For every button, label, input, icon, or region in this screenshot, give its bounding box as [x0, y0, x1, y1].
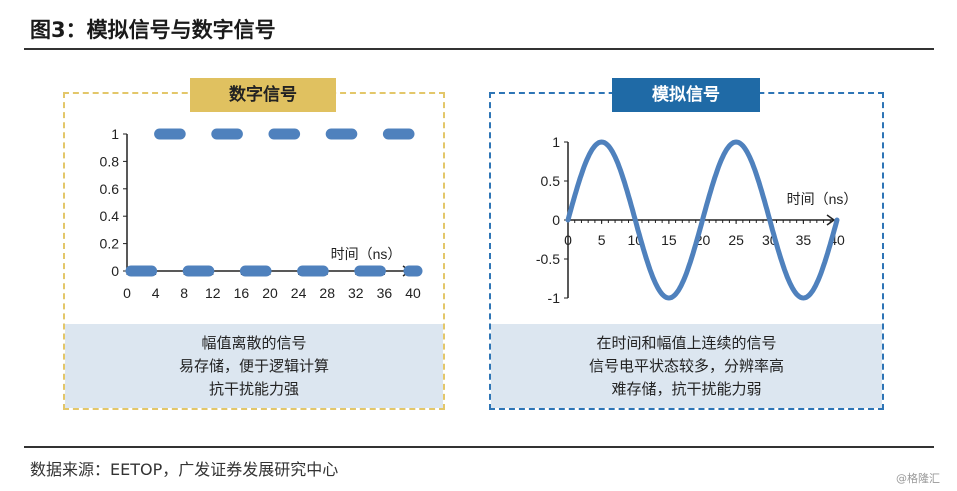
- x-tick-label: 40: [405, 285, 421, 301]
- figure-title: 图3：模拟信号与数字信号: [30, 18, 276, 42]
- desc-line: 难存储，抗干扰能力弱: [611, 380, 762, 398]
- y-tick-label: 0.8: [100, 153, 120, 169]
- analog-sine-line: [565, 139, 840, 301]
- source-note: 数据来源：EETOP，广发证券发展研究中心: [30, 460, 339, 479]
- y-tick-label: 1: [552, 134, 560, 150]
- analog-description: 在时间和幅值上连续的信号 信号电平状态较多，分辨率高 难存储，抗干扰能力弱: [491, 324, 882, 408]
- desc-line: 抗干扰能力强: [208, 380, 299, 398]
- x-tick-label: 28: [319, 285, 335, 301]
- desc-line: 幅值离散的信号: [201, 334, 307, 352]
- x-tick-label: 5: [598, 232, 606, 248]
- x-axis-label: 时间（ns）: [331, 246, 402, 262]
- y-tick-label: 1: [111, 126, 119, 142]
- y-tick-label: 0: [552, 212, 560, 228]
- desc-line: 易存储，便于逻辑计算: [178, 357, 329, 375]
- x-tick-label: 15: [661, 232, 677, 248]
- y-tick-label: 0.5: [541, 173, 561, 189]
- x-tick-label: 36: [377, 285, 393, 301]
- x-tick-label: 24: [291, 285, 307, 301]
- desc-line: 在时间和幅值上连续的信号: [596, 334, 777, 352]
- x-axis-label: 时间（ns）: [787, 191, 858, 207]
- digital-panel: 幅值离散的信号 易存储，便于逻辑计算 抗干扰能力强: [63, 92, 445, 410]
- title-divider: [24, 48, 934, 50]
- x-tick-label: 4: [152, 285, 160, 301]
- x-tick-label: 0: [564, 232, 572, 248]
- digital-description: 幅值离散的信号 易存储，便于逻辑计算 抗干扰能力强: [65, 324, 443, 408]
- watermark: @格隆汇: [896, 472, 940, 485]
- x-tick-label: 25: [728, 232, 744, 248]
- y-tick-label: 0.2: [100, 236, 120, 252]
- x-tick-label: 35: [796, 232, 812, 248]
- x-axis-arrow: [826, 214, 836, 226]
- x-tick-label: 8: [180, 285, 188, 301]
- x-tick-label: 0: [123, 285, 131, 301]
- y-tick-label: 0.6: [100, 181, 120, 197]
- y-tick-label: -1: [548, 290, 561, 306]
- digital-label: 数字信号: [190, 78, 336, 112]
- y-tick-label: 0: [111, 263, 119, 279]
- y-tick-label: 0.4: [100, 208, 120, 224]
- x-tick-label: 32: [348, 285, 364, 301]
- x-tick-label: 20: [262, 285, 278, 301]
- footer-divider: [24, 446, 934, 448]
- y-tick-label: -0.5: [536, 251, 560, 267]
- x-tick-label: 16: [234, 285, 250, 301]
- analog-label: 模拟信号: [612, 78, 760, 112]
- desc-line: 信号电平状态较多，分辨率高: [588, 357, 784, 375]
- x-tick-label: 12: [205, 285, 221, 301]
